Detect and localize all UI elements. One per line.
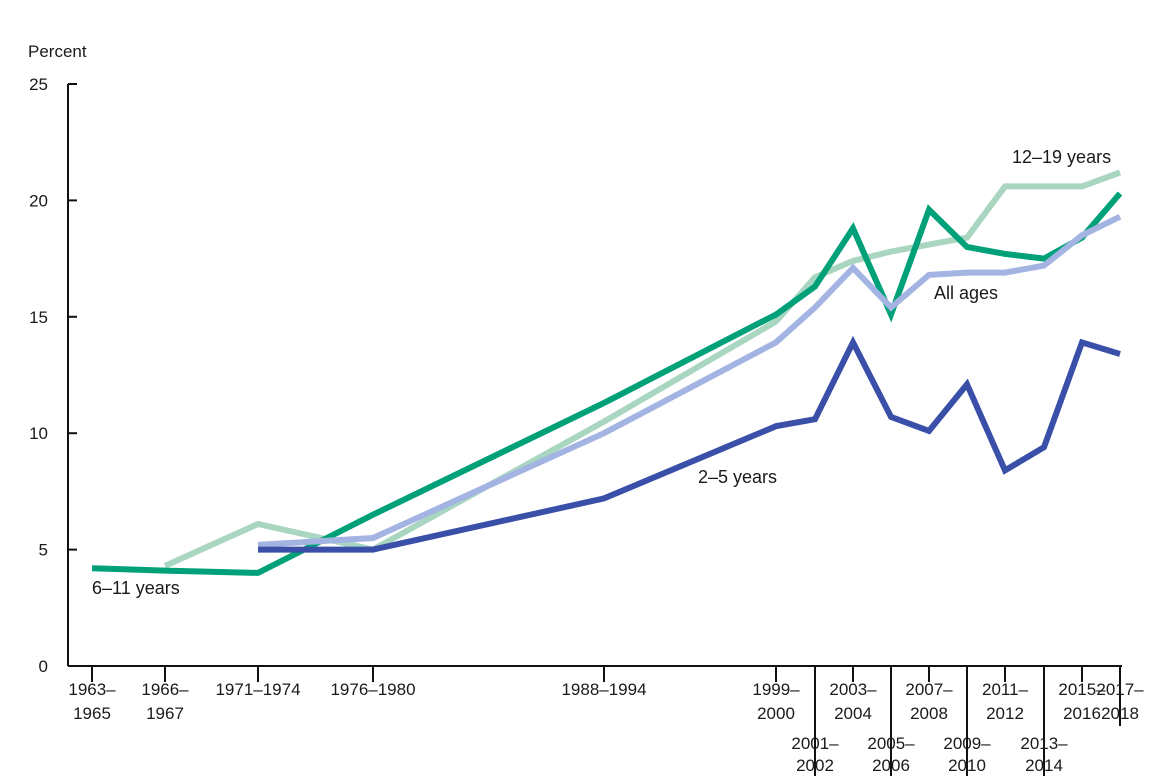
x-tick-label: 2014 — [1025, 756, 1063, 775]
x-tick-label: 2004 — [834, 704, 872, 723]
x-tick-label: 1971–1974 — [215, 680, 300, 699]
series-lines — [91, 169, 1123, 576]
y-tick-label: 20 — [29, 191, 48, 210]
y-axis-title: Percent — [28, 42, 87, 61]
x-tick-label: 1999– — [752, 680, 800, 699]
x-tick-label: 2005– — [867, 734, 915, 753]
x-tick-label: 2013– — [1020, 734, 1068, 753]
x-tick-label: 2001– — [791, 734, 839, 753]
y-tick-label: 25 — [29, 75, 48, 94]
axes: 0 5 10 15 20 25 1963– 1965 1966– 1967 1971–1974 197… — [29, 75, 1144, 776]
x-tick-label: 2008 — [910, 704, 948, 723]
y-tick-label: 5 — [39, 541, 48, 560]
x-tick-label: 1966– — [141, 680, 189, 699]
x-tick-label: 1963– — [68, 680, 116, 699]
x-tick-label: 2000 — [757, 704, 795, 723]
x-tick-label: 2016 — [1063, 704, 1101, 723]
x-tick-label: 1976–1980 — [330, 680, 415, 699]
x-tick-label: 1967 — [146, 704, 184, 723]
series-line-6-11-years — [91, 191, 1123, 576]
x-tick-label: 2003– — [829, 680, 877, 699]
x-tick-label: 1988–1994 — [561, 680, 646, 699]
x-tick-label: 2010 — [948, 756, 986, 775]
series-label: 6–11 years — [92, 578, 180, 598]
x-tick-label: 2006 — [872, 756, 910, 775]
x-tick-label: 2007– — [905, 680, 953, 699]
x-tick-label: 2002 — [796, 756, 834, 775]
series-label: 2–5 years — [698, 467, 777, 487]
x-tick-label: 1965 — [73, 704, 111, 723]
x-tick-label: 2018 — [1101, 704, 1139, 723]
y-tick-label: 10 — [29, 424, 48, 443]
y-tick-label: 15 — [29, 308, 48, 327]
x-tick-label: 2015– — [1058, 680, 1106, 699]
series-line-12-19-years — [163, 169, 1122, 569]
x-tick-label: 2011– — [982, 680, 1029, 699]
y-tick-label: 0 — [39, 657, 48, 676]
x-tick-label: 2017– — [1096, 680, 1144, 699]
x-tick-label: 2009– — [943, 734, 991, 753]
series-label: All ages — [934, 283, 998, 303]
series-line-all-ages — [257, 214, 1122, 548]
series-labels: 12–19 years 6–11 years All ages 2–5 years — [92, 147, 1111, 598]
series-label: 12–19 years — [1012, 147, 1111, 167]
x-tick-label: 2012 — [986, 704, 1024, 723]
series-line-2-5-years — [258, 335, 1121, 553]
